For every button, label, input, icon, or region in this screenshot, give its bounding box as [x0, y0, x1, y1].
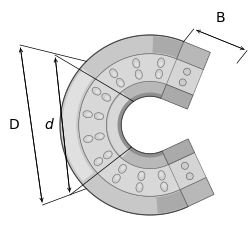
- Ellipse shape: [94, 158, 103, 166]
- Ellipse shape: [158, 58, 164, 68]
- Ellipse shape: [102, 94, 111, 101]
- Ellipse shape: [135, 70, 142, 79]
- Ellipse shape: [136, 183, 143, 192]
- Ellipse shape: [104, 151, 112, 159]
- Ellipse shape: [107, 152, 111, 156]
- Ellipse shape: [112, 72, 116, 76]
- Ellipse shape: [110, 69, 118, 78]
- Ellipse shape: [182, 162, 188, 169]
- Ellipse shape: [84, 136, 93, 142]
- Ellipse shape: [86, 113, 91, 116]
- Ellipse shape: [157, 73, 160, 78]
- Ellipse shape: [159, 62, 162, 66]
- Ellipse shape: [115, 175, 119, 180]
- Ellipse shape: [87, 137, 92, 140]
- Polygon shape: [166, 59, 203, 95]
- Ellipse shape: [92, 87, 101, 95]
- Ellipse shape: [94, 113, 104, 120]
- Polygon shape: [180, 178, 214, 206]
- Ellipse shape: [119, 82, 123, 86]
- Ellipse shape: [158, 171, 165, 180]
- Ellipse shape: [112, 174, 120, 183]
- Ellipse shape: [138, 184, 141, 188]
- Ellipse shape: [186, 173, 193, 180]
- Ellipse shape: [121, 166, 125, 170]
- Ellipse shape: [162, 183, 166, 188]
- Ellipse shape: [140, 172, 143, 177]
- Polygon shape: [161, 84, 193, 109]
- Text: B: B: [216, 11, 225, 25]
- Ellipse shape: [83, 111, 92, 118]
- Ellipse shape: [156, 69, 162, 79]
- Ellipse shape: [161, 182, 168, 191]
- Ellipse shape: [118, 164, 126, 173]
- Polygon shape: [60, 35, 188, 215]
- Polygon shape: [108, 92, 131, 158]
- Ellipse shape: [98, 134, 103, 138]
- Polygon shape: [118, 92, 164, 158]
- Ellipse shape: [96, 90, 100, 94]
- Polygon shape: [106, 81, 168, 169]
- Polygon shape: [62, 69, 94, 181]
- Text: D: D: [8, 118, 19, 132]
- Ellipse shape: [137, 74, 141, 78]
- Ellipse shape: [105, 96, 110, 100]
- Ellipse shape: [95, 133, 104, 140]
- Ellipse shape: [133, 58, 140, 68]
- Polygon shape: [162, 139, 194, 165]
- Polygon shape: [168, 152, 206, 190]
- Polygon shape: [156, 191, 188, 214]
- Ellipse shape: [98, 115, 102, 118]
- Ellipse shape: [138, 171, 145, 181]
- Ellipse shape: [184, 68, 190, 75]
- Text: d: d: [44, 118, 53, 132]
- Polygon shape: [152, 36, 183, 58]
- Ellipse shape: [135, 62, 138, 67]
- Ellipse shape: [116, 78, 124, 87]
- Ellipse shape: [160, 172, 163, 176]
- Polygon shape: [177, 42, 210, 70]
- Ellipse shape: [179, 79, 186, 86]
- Ellipse shape: [97, 159, 102, 163]
- Polygon shape: [79, 54, 180, 196]
